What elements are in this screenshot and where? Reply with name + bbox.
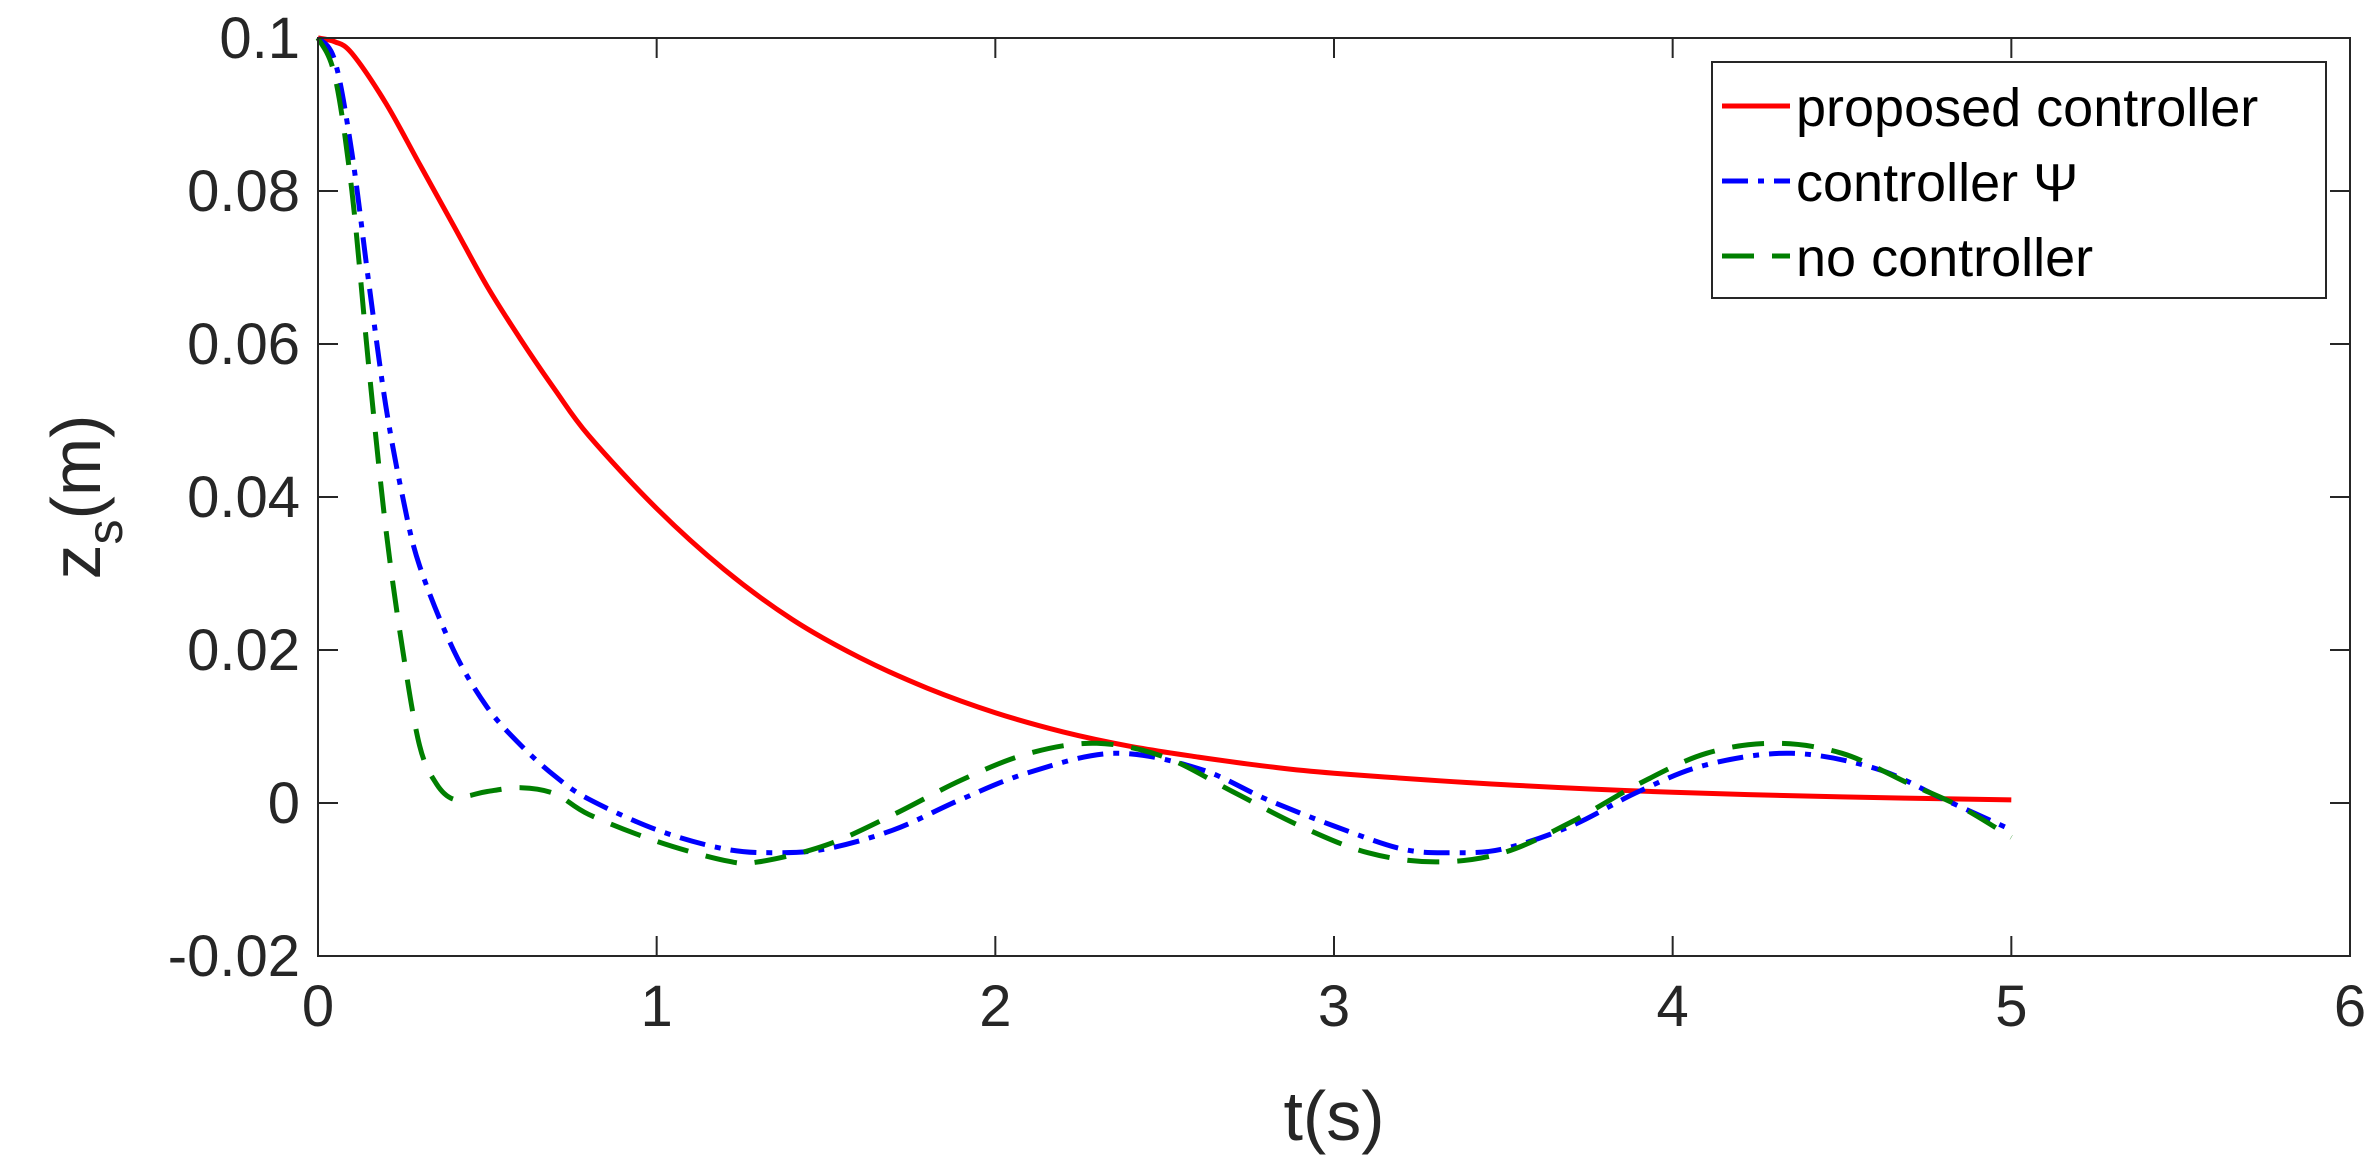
series-line-3: [315, 36, 2013, 866]
y-tick-label: 0.1: [219, 6, 300, 71]
x-tick-label: 4: [1657, 974, 1689, 1039]
x-tick-label: 2: [979, 974, 1011, 1039]
y-axis-label-subscript: s: [77, 519, 133, 544]
y-tick-labels: -0.02 0 0.02 0.04 0.06 0.08 0.1: [168, 6, 300, 989]
plot-frame: [317, 37, 2351, 957]
series-line-1: [317, 35, 2012, 803]
series-lines: [315, 35, 2013, 866]
x-tick-label: 6: [2334, 974, 2366, 1039]
legend-label-1: proposed controller: [1796, 78, 2258, 138]
x-tick-label: 1: [641, 974, 673, 1039]
y-tick-label: 0.08: [187, 159, 300, 224]
legend-label-2: controller Ψ: [1796, 153, 2078, 213]
y-axis-label-unit: (m): [37, 415, 115, 520]
y-tick-label: 0.06: [187, 312, 300, 377]
x-tick-label: 0: [302, 974, 334, 1039]
y-tick-label: 0.02: [187, 618, 300, 683]
series-line-2: [315, 36, 2013, 856]
y-tick-label: 0: [268, 771, 300, 836]
y-axis-label-main: z: [37, 544, 115, 579]
y-axis-label: zs(m): [37, 415, 133, 580]
x-tick-label: 5: [1995, 974, 2027, 1039]
legend: proposed controller controller Ψ no contro…: [1711, 61, 2327, 299]
svg-text:zs(m): zs(m): [37, 415, 133, 580]
legend-box: [1711, 61, 2327, 299]
x-axis-label: t(s): [1283, 1077, 1384, 1155]
y-tick-label: 0.04: [187, 465, 300, 530]
legend-label-3: no controller: [1796, 228, 2093, 288]
y-tick-label: -0.02: [168, 924, 300, 989]
x-tick-label: 3: [1318, 974, 1350, 1039]
x-tick-labels: 0 1 2 3 4 5 6: [302, 974, 2366, 1039]
